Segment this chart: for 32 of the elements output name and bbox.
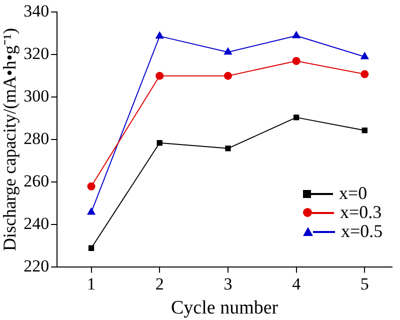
y-tick-label: 280 bbox=[24, 128, 50, 148]
point bbox=[88, 245, 94, 251]
point bbox=[292, 30, 301, 38]
point bbox=[225, 146, 231, 152]
point bbox=[362, 128, 368, 134]
point bbox=[156, 140, 162, 146]
x-tick-label: 3 bbox=[224, 274, 232, 294]
x-axis-title: Cycle number bbox=[170, 298, 279, 319]
point bbox=[292, 57, 300, 65]
y-axis-title: Discharge capacity/(mA•h•g⁻¹) bbox=[0, 28, 20, 252]
legend-label: x=0.5 bbox=[341, 221, 383, 241]
point bbox=[293, 114, 300, 120]
y-tick-label: 220 bbox=[24, 256, 50, 276]
point bbox=[156, 72, 164, 80]
x-tick-label: 1 bbox=[87, 274, 96, 294]
y-tick-label: 340 bbox=[24, 2, 50, 21]
y-tick-label: 300 bbox=[24, 86, 50, 106]
point bbox=[360, 70, 369, 78]
legend-label: x=0 bbox=[339, 183, 368, 203]
y-tick-label: 320 bbox=[24, 44, 50, 64]
point bbox=[87, 182, 96, 190]
x-tick-label: 5 bbox=[360, 274, 369, 294]
point bbox=[224, 72, 232, 80]
y-tick-label: 260 bbox=[24, 171, 50, 190]
point bbox=[360, 52, 369, 60]
x-tick-label: 4 bbox=[292, 274, 302, 294]
point bbox=[155, 31, 164, 39]
point bbox=[86, 207, 96, 215]
point bbox=[224, 47, 232, 55]
legend-label: x=0.3 bbox=[340, 202, 382, 222]
y-tick-label: 240 bbox=[24, 214, 50, 233]
x-tick-label: 2 bbox=[155, 274, 164, 294]
